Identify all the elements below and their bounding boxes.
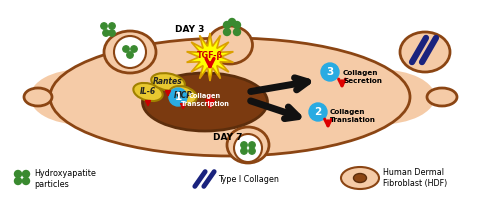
- Ellipse shape: [208, 26, 252, 64]
- Text: 3: 3: [326, 67, 334, 77]
- Ellipse shape: [400, 32, 450, 72]
- Ellipse shape: [341, 167, 379, 189]
- Circle shape: [241, 142, 247, 148]
- Text: Type I Collagen: Type I Collagen: [218, 174, 279, 184]
- Text: Collagen
Transcription: Collagen Transcription: [180, 93, 230, 107]
- Circle shape: [14, 178, 21, 184]
- Circle shape: [224, 21, 230, 28]
- Circle shape: [321, 63, 339, 81]
- Ellipse shape: [50, 38, 410, 156]
- Ellipse shape: [427, 88, 457, 106]
- Circle shape: [234, 134, 262, 162]
- Ellipse shape: [325, 70, 435, 124]
- Text: MCP: MCP: [174, 90, 193, 99]
- Circle shape: [309, 103, 327, 121]
- Circle shape: [114, 36, 146, 68]
- Circle shape: [109, 30, 115, 36]
- Text: DAY 7: DAY 7: [213, 132, 243, 142]
- Ellipse shape: [227, 127, 269, 163]
- Text: Human Dermal
Fibroblast (HDF): Human Dermal Fibroblast (HDF): [383, 168, 448, 188]
- Circle shape: [234, 21, 240, 28]
- Circle shape: [241, 148, 247, 154]
- Circle shape: [14, 170, 21, 178]
- Ellipse shape: [30, 70, 130, 124]
- Circle shape: [249, 148, 255, 154]
- Circle shape: [127, 52, 133, 58]
- Circle shape: [109, 23, 115, 29]
- Ellipse shape: [170, 86, 196, 104]
- Ellipse shape: [142, 73, 268, 131]
- Circle shape: [169, 88, 187, 106]
- Text: Collagen
Secretion: Collagen Secretion: [343, 70, 382, 84]
- Circle shape: [234, 28, 240, 36]
- Circle shape: [224, 28, 230, 36]
- Ellipse shape: [354, 173, 366, 182]
- Text: IL-6: IL-6: [140, 88, 156, 97]
- Circle shape: [123, 46, 129, 52]
- Circle shape: [103, 30, 109, 36]
- Ellipse shape: [151, 73, 185, 91]
- Circle shape: [101, 23, 107, 29]
- Text: TGF-β: TGF-β: [197, 50, 223, 60]
- Polygon shape: [50, 85, 110, 112]
- Ellipse shape: [104, 31, 156, 73]
- Text: 1: 1: [174, 92, 182, 102]
- Polygon shape: [186, 33, 234, 81]
- Circle shape: [131, 46, 137, 52]
- Text: Hydroxyapatite
particles: Hydroxyapatite particles: [34, 169, 96, 189]
- Text: Collagen
Translation: Collagen Translation: [330, 109, 376, 123]
- Circle shape: [22, 178, 30, 184]
- Text: Rantes: Rantes: [153, 77, 183, 86]
- Circle shape: [228, 19, 235, 25]
- Text: 2: 2: [314, 107, 322, 117]
- Circle shape: [22, 170, 30, 178]
- Ellipse shape: [134, 83, 162, 101]
- Ellipse shape: [24, 88, 52, 106]
- Circle shape: [249, 142, 255, 148]
- Text: DAY 3: DAY 3: [176, 25, 204, 34]
